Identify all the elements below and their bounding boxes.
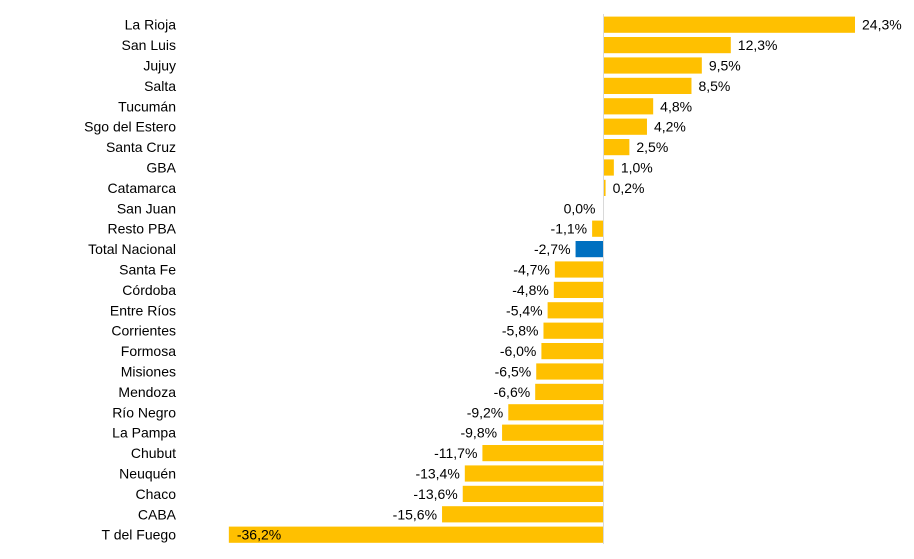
value-label-sgo-del-estero: 4,2% — [654, 119, 686, 135]
value-label-cordoba: -4,8% — [512, 282, 549, 298]
bar-santa-fe — [554, 261, 604, 278]
value-label-entre-rios: -5,4% — [506, 302, 543, 318]
bar-sgo-del-estero — [603, 118, 647, 135]
bar-chaco — [462, 485, 604, 502]
bar-mendoza — [535, 383, 604, 400]
category-label-neuquen: Neuquén — [119, 466, 176, 482]
category-label-santa-fe: Santa Fe — [119, 262, 176, 278]
bar-corrientes — [543, 322, 604, 339]
bar-t-del-fuego — [228, 526, 604, 543]
category-label-resto-pba: Resto PBA — [108, 221, 177, 237]
category-label-catamarca: Catamarca — [108, 180, 177, 196]
value-label-chaco: -13,6% — [413, 486, 457, 502]
value-label-resto-pba: -1,1% — [551, 221, 588, 237]
value-label-san-juan: 0,0% — [564, 200, 596, 216]
value-label-salta: 8,5% — [698, 78, 730, 94]
value-label-santa-cruz: 2,5% — [636, 139, 668, 155]
value-label-neuquen: -13,4% — [415, 466, 459, 482]
bar-total-nacional — [575, 241, 604, 258]
bar-tucuman — [603, 98, 654, 115]
bar-san-luis — [603, 37, 731, 54]
category-labels-group: La Rioja San Luis Jujuy Salta Tucumán Sgo del… — [84, 17, 177, 543]
bar-la-pampa — [502, 424, 604, 441]
bar-gba — [603, 159, 614, 176]
category-label-san-juan: San Juan — [117, 200, 176, 216]
value-label-misiones: -6,5% — [495, 364, 532, 380]
value-label-catamarca: 0,2% — [613, 180, 645, 196]
category-label-gba: GBA — [146, 160, 176, 176]
value-label-t-del-fuego: -36,2% — [237, 527, 281, 543]
value-label-mendoza: -6,6% — [494, 384, 531, 400]
category-label-t-del-fuego: T del Fuego — [102, 527, 177, 543]
value-label-formosa: -6,0% — [500, 343, 537, 359]
value-label-rio-negro: -9,2% — [467, 404, 504, 420]
value-label-tucuman: 4,8% — [660, 98, 692, 114]
category-label-sgo-del-estero: Sgo del Estero — [84, 119, 176, 135]
value-label-santa-fe: -4,7% — [513, 262, 550, 278]
category-label-total-nacional: Total Nacional — [88, 241, 176, 257]
category-label-san-luis: San Luis — [122, 37, 176, 53]
category-label-tucuman: Tucumán — [118, 98, 176, 114]
bar-caba — [442, 506, 604, 523]
value-label-chubut: -11,7% — [434, 445, 477, 461]
value-label-jujuy: 9,5% — [709, 58, 741, 74]
value-label-caba: -15,6% — [393, 506, 437, 522]
category-label-entre-rios: Entre Ríos — [110, 302, 176, 318]
bar-neuquen — [464, 465, 604, 482]
value-label-la-pampa: -9,8% — [460, 425, 497, 441]
value-labels-group: 24,3% 12,3% 9,5% 8,5% 4,8% 4,2% 2,5% 1,0% 0,2% 0,… — [237, 17, 902, 543]
category-label-corrientes: Corrientes — [111, 323, 176, 339]
bar-santa-cruz — [603, 139, 630, 156]
value-label-gba: 1,0% — [621, 160, 653, 176]
bar-la-rioja — [603, 16, 855, 33]
bar-misiones — [536, 363, 604, 380]
bar-catamarca — [603, 179, 606, 196]
category-label-chubut: Chubut — [131, 445, 176, 461]
bar-rio-negro — [508, 404, 604, 421]
category-label-formosa: Formosa — [121, 343, 176, 359]
category-label-santa-cruz: Santa Cruz — [106, 139, 176, 155]
bar-chubut — [482, 445, 604, 462]
category-label-misiones: Misiones — [121, 364, 176, 380]
category-label-jujuy: Jujuy — [143, 58, 176, 74]
bar-cordoba — [553, 281, 604, 298]
value-label-corrientes: -5,8% — [502, 323, 539, 339]
category-label-cordoba: Córdoba — [122, 282, 176, 298]
category-label-rio-negro: Río Negro — [112, 404, 176, 420]
bars-group — [228, 16, 855, 543]
bar-resto-pba — [592, 220, 604, 237]
value-label-la-rioja: 24,3% — [862, 17, 902, 33]
bar-formosa — [541, 343, 604, 360]
bar-jujuy — [603, 57, 702, 74]
bar-entre-rios — [547, 302, 604, 319]
category-label-salta: Salta — [144, 78, 176, 94]
category-label-la-pampa: La Pampa — [112, 425, 176, 441]
category-label-chaco: Chaco — [136, 486, 177, 502]
value-label-san-luis: 12,3% — [738, 37, 778, 53]
category-label-mendoza: Mendoza — [118, 384, 176, 400]
bar-salta — [603, 77, 692, 94]
category-label-la-rioja: La Rioja — [125, 17, 177, 33]
value-label-total-nacional: -2,7% — [534, 241, 571, 257]
category-label-caba: CABA — [138, 506, 177, 522]
